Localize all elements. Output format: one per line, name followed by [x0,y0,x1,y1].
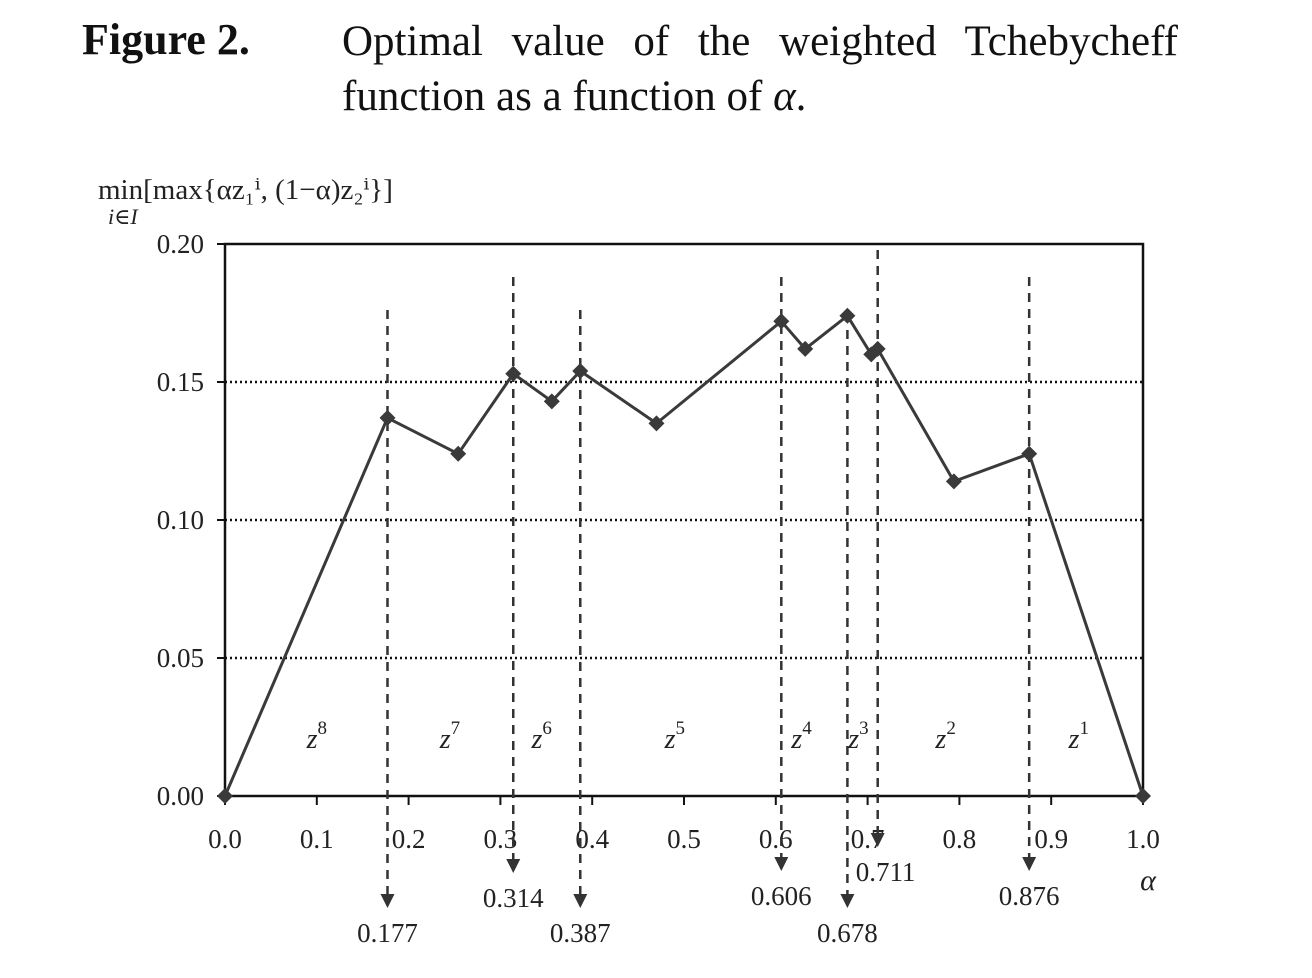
region-label-index: 1 [1079,718,1089,739]
breakpoint-arrowhead [1022,857,1037,871]
region-label: z6 [531,718,552,755]
data-point [945,473,962,490]
breakpoint-label: 0.678 [817,918,878,948]
region-label-index: 4 [802,718,812,739]
breakpoint-label: 0.314 [483,883,544,913]
x-tick-label: 1.0 [1126,824,1160,854]
data-point [379,409,396,426]
breakpoint-arrowhead [870,833,885,847]
y-tick-label: 0.20 [157,229,204,259]
x-tick-label: 0.0 [208,824,242,854]
region-label-index: 8 [318,718,328,739]
x-tick-label: 0.6 [759,824,793,854]
region-label: z2 [934,718,955,755]
region-label: z1 [1068,718,1089,755]
x-axis-label: α [1140,864,1157,897]
data-point [450,445,467,462]
x-tick-label: 0.8 [943,824,977,854]
region-label-index: 5 [676,718,686,739]
data-point [869,340,886,357]
region-label-index: 3 [859,718,869,739]
region-label-z: z [439,724,451,755]
breakpoint-label: 0.387 [550,918,611,948]
data-point [839,307,856,324]
data-point [648,415,665,432]
region-label-z: z [790,724,802,755]
breakpoint-arrowhead [840,894,855,908]
region-label: z5 [664,718,685,755]
region-label: z7 [439,718,460,755]
breakpoint-label: 0.876 [999,881,1060,911]
region-label-z: z [664,724,676,755]
caption-symbol: α [773,73,796,120]
figure-label: Figure 2. [82,15,250,64]
caption-end: . [795,73,807,120]
x-tick-label: 0.1 [300,824,334,854]
region-label-index: 6 [542,718,552,739]
y-tick-label: 0.05 [157,643,204,673]
region-label-z: z [934,724,946,755]
x-tick-label: 0.9 [1034,824,1068,854]
data-point [217,788,233,804]
region-label-index: 2 [946,718,956,739]
y-tick-label: 0.10 [157,505,204,535]
y-axis-label: min[max{αz₁ⁱ, (1−α)z₂ⁱ}] [98,174,393,206]
x-tick-label: 0.5 [667,824,701,854]
region-label: z8 [306,718,327,755]
x-tick-label: 0.3 [484,824,518,854]
breakpoint-label: 0.606 [751,881,812,911]
breakpoint-label: 0.711 [856,857,916,887]
data-point [505,365,522,382]
region-label-z: z [847,724,859,755]
data-point [773,313,790,330]
region-label: z4 [790,718,812,755]
y-axis-label-subscript: i∈I [108,204,139,229]
data-point [797,340,814,357]
data-point [572,362,589,379]
data-point [1021,445,1038,462]
y-tick-label: 0.00 [157,781,204,811]
region-label-z: z [531,724,543,755]
breakpoint-arrowhead [506,859,521,873]
y-tick-label: 0.15 [157,367,204,397]
breakpoint-arrowhead [380,894,395,908]
x-tick-label: 0.2 [392,824,426,854]
data-point [543,393,560,410]
breakpoint-label: 0.177 [357,918,418,948]
region-label-z: z [1068,724,1080,755]
caption-text: Optimal value of the weighted Tchebychef… [342,18,1178,120]
region-label-z: z [306,724,318,755]
breakpoint-arrowhead [573,894,588,908]
data-point [1135,788,1151,804]
region-label-index: 7 [451,718,461,739]
region-label: z3 [847,718,868,755]
figure-caption: Optimal value of the weighted Tchebychef… [342,14,1178,124]
breakpoint-arrowhead [774,857,789,871]
